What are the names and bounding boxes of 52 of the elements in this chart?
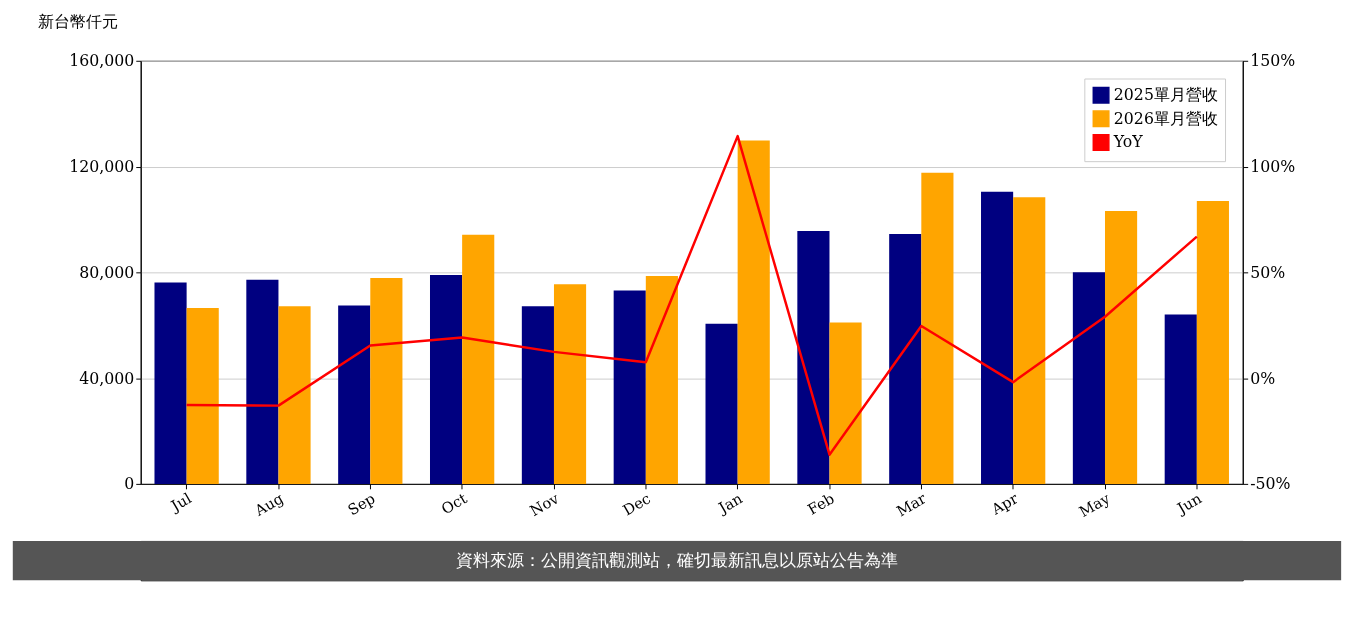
y2-tick-label: -50% (1250, 474, 1291, 494)
bar (553, 284, 587, 484)
legend-label: YoY (1112, 132, 1144, 152)
x-tick-label: Mar (893, 488, 930, 520)
x-tick-label: Aug (250, 489, 287, 520)
x-tick-label: Sep (344, 489, 378, 519)
bar (1072, 272, 1105, 484)
bar (1196, 200, 1229, 484)
bar (338, 305, 371, 484)
bar (921, 172, 954, 484)
x-tick-label: Jul (166, 489, 195, 516)
bar (829, 322, 862, 484)
bar (154, 282, 187, 484)
legend-label: 2025單月營收 (1113, 85, 1218, 105)
bar (705, 323, 738, 484)
bar (613, 290, 646, 484)
x-tick-label: Jan (713, 489, 746, 518)
bar (278, 306, 311, 484)
bar (462, 234, 495, 484)
bar (521, 306, 554, 484)
bar (186, 308, 219, 484)
legend-label: 2026單月營收 (1113, 108, 1218, 128)
y2-tick-label: 0% (1250, 368, 1276, 388)
bar (1164, 314, 1197, 484)
bar (1104, 210, 1138, 484)
x-tick-label: Nov (526, 489, 562, 520)
y-tick-label: 80,000 (79, 262, 135, 282)
bar (246, 279, 279, 484)
source-note: 資料來源：公開資訊觀測站，確切最新訊息以原站公告為準 (455, 549, 898, 570)
x-tick-label: Feb (804, 489, 837, 518)
y2-tick-label: 100% (1250, 156, 1296, 176)
line-series (185, 134, 1199, 456)
y-axis-title: 新台幣仟元 (37, 11, 118, 31)
y-tick-label: 160,000 (69, 51, 135, 71)
bar (889, 233, 922, 484)
bar (370, 277, 403, 484)
x-tick-label: Oct (438, 489, 470, 518)
y2-tick-label: 150% (1250, 51, 1296, 71)
y-tick-label: 120,000 (69, 156, 135, 176)
bar (1013, 197, 1046, 484)
y-tick-label: 40,000 (79, 368, 135, 388)
bar (981, 191, 1014, 484)
x-tick-label: Dec (619, 489, 654, 519)
y2-tick-label: 50% (1250, 262, 1286, 282)
x-tick-label: May (1075, 489, 1113, 521)
bar (645, 276, 678, 484)
x-tick-label: Jun (1172, 489, 1205, 518)
x-tick-label: Apr (987, 488, 1022, 519)
bar (737, 140, 770, 484)
bar (429, 274, 463, 484)
bar (797, 231, 830, 484)
y-tick-label: 0 (124, 474, 135, 494)
